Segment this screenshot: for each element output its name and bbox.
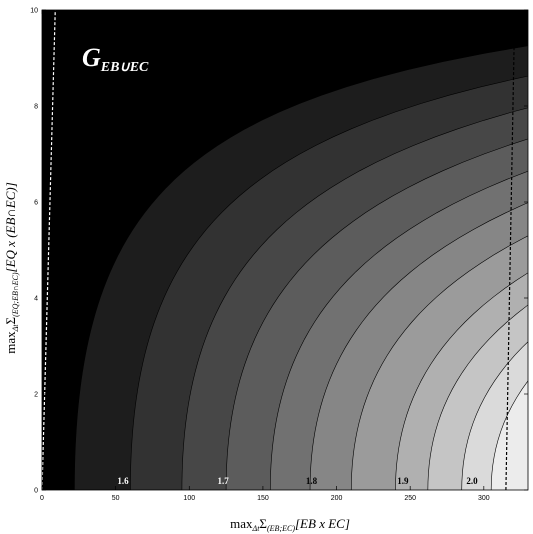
contour-label: 1.8 bbox=[306, 476, 318, 486]
title-main: G bbox=[82, 43, 101, 72]
x-label-sum-sub: (EB;EC) bbox=[267, 524, 295, 533]
contour-label: 1.9 bbox=[397, 476, 409, 486]
y-tick-label: 10 bbox=[30, 8, 38, 15]
contour-label: 1.6 bbox=[117, 476, 129, 486]
y-label-sum-sub: (EQ;EB∩EC) bbox=[11, 272, 20, 317]
x-label-main: [EB x EC] bbox=[295, 516, 350, 531]
contour-labels: 1.6 1.7 1.8 1.9 2.0 bbox=[117, 476, 478, 486]
x-tick-label: 50 bbox=[112, 495, 120, 502]
x-tick-label: 200 bbox=[331, 495, 343, 502]
x-tick-label: 150 bbox=[257, 495, 269, 502]
y-tick-label: 2 bbox=[34, 392, 38, 399]
contour-bands bbox=[42, 10, 528, 490]
y-tick-label: 8 bbox=[34, 104, 38, 111]
x-tick-label: 250 bbox=[404, 495, 416, 502]
x-axis-label: maxΔtΣ(EB;EC)[EB x EC] bbox=[230, 516, 350, 533]
x-axis-ticks: 0 50 100 150 200 250 300 bbox=[40, 10, 490, 502]
x-label-prefix: max bbox=[230, 516, 253, 531]
y-label-main: [EQ x (EB∩EC)] bbox=[3, 182, 18, 272]
x-label-prefix-sub: Δt bbox=[252, 524, 261, 533]
x-tick-label: 100 bbox=[183, 495, 195, 502]
y-axis-ticks: 0 2 4 6 8 10 bbox=[30, 8, 528, 495]
contour-band bbox=[490, 380, 528, 490]
y-label-sum: Σ bbox=[3, 317, 18, 325]
plot-title: GEB∪EC bbox=[82, 43, 149, 75]
y-label-prefix: max bbox=[3, 331, 18, 354]
x-tick-label: 0 bbox=[40, 495, 44, 502]
dashed-bounds bbox=[42, 10, 516, 490]
title-subscript: EB∪EC bbox=[100, 60, 149, 75]
contour-label: 2.0 bbox=[466, 476, 478, 486]
dashed-bound-line bbox=[505, 10, 516, 490]
contour-label: 1.7 bbox=[218, 476, 230, 486]
y-label-prefix-sub: Δt bbox=[11, 324, 20, 333]
dashed-bound-line bbox=[42, 10, 56, 490]
plot-frame bbox=[41, 9, 529, 491]
x-label-sum: Σ bbox=[259, 516, 267, 531]
y-tick-label: 4 bbox=[34, 296, 38, 303]
x-tick-label: 300 bbox=[478, 495, 490, 502]
y-axis-label: maxΔtΣ(EQ;EB∩EC)[EQ x (EB∩EC)] bbox=[3, 182, 20, 354]
y-tick-label: 6 bbox=[34, 200, 38, 207]
y-tick-label: 0 bbox=[34, 488, 38, 495]
